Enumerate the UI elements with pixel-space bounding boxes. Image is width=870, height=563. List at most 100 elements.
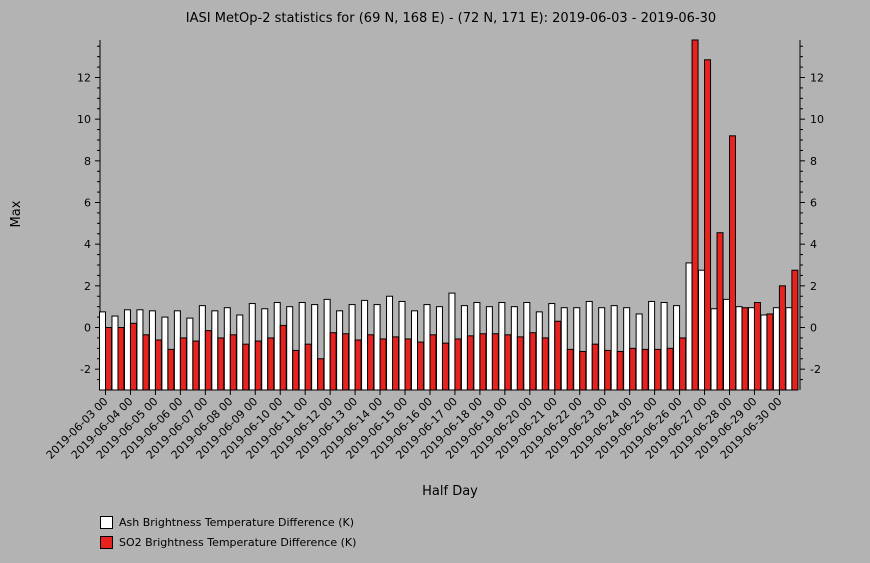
ash-bar <box>336 310 344 391</box>
y-tick-label-left: 12 <box>77 72 91 85</box>
so2-bar <box>691 39 699 391</box>
so2-bar <box>591 343 599 391</box>
ash-bar <box>698 269 706 391</box>
ash-bar <box>623 307 631 391</box>
ash-bar <box>273 302 281 391</box>
ash-bar <box>660 302 668 391</box>
ash-bar <box>236 314 244 391</box>
so2-bar <box>154 339 162 391</box>
y-tick-label-left: -2 <box>80 363 91 376</box>
ash-bar <box>548 303 556 391</box>
so2-bar <box>616 350 624 391</box>
ash-bar <box>173 310 181 391</box>
so2-bar <box>629 347 637 391</box>
so2-bar <box>716 232 724 391</box>
so2-bar <box>641 348 649 391</box>
so2-bar <box>529 332 537 391</box>
ash-bar <box>498 302 506 391</box>
so2-bar <box>354 339 362 391</box>
ash-bar <box>710 308 718 391</box>
y-tick-label-left: 8 <box>84 155 91 168</box>
y-tick-label-right: 0 <box>810 322 817 335</box>
ash-bar <box>573 307 581 391</box>
ash-bar <box>223 307 231 391</box>
so2-bar <box>129 322 137 391</box>
ash-bar <box>361 299 369 391</box>
ash-bar <box>685 262 693 391</box>
y-tick-label-left: 6 <box>84 197 91 210</box>
so2-bar <box>791 269 799 391</box>
so2-bar <box>516 336 524 391</box>
so2-bar <box>479 333 487 391</box>
ash-bar <box>585 300 593 391</box>
ash-bar <box>598 307 606 391</box>
ash-bar <box>772 307 780 391</box>
so2-bar <box>429 334 437 391</box>
ash-bar <box>448 292 456 391</box>
so2-bar <box>292 349 300 391</box>
so2-bar <box>654 348 662 391</box>
ash-bar <box>435 306 443 391</box>
ash-bar <box>211 310 219 391</box>
ash-bar <box>485 306 493 391</box>
so2-bar <box>229 334 237 391</box>
ash-bar <box>635 313 643 391</box>
so2-bar <box>317 358 325 391</box>
ash-bar <box>535 311 543 391</box>
so2-bar <box>392 336 400 391</box>
so2-bar <box>566 348 574 391</box>
so2-bar <box>304 343 312 391</box>
ash-bar <box>311 304 319 391</box>
ash-bar <box>298 302 306 391</box>
so2-bar <box>367 334 375 391</box>
ash-bar <box>560 307 568 391</box>
y-tick-label-right: 8 <box>810 155 817 168</box>
so2-bar <box>142 334 150 391</box>
ash-bar <box>373 304 381 391</box>
so2-bar <box>279 324 287 391</box>
ash-bar <box>111 315 119 391</box>
so2-bar <box>267 337 275 391</box>
y-tick-label-left: 10 <box>77 113 91 126</box>
y-tick-label-left: 2 <box>84 280 91 293</box>
so2-swatch <box>100 535 113 549</box>
so2-bar <box>192 340 200 391</box>
so2-bar <box>666 347 674 391</box>
ash-bar <box>610 305 618 391</box>
ash-bar <box>136 309 144 391</box>
x-axis-title: Half Day <box>422 484 478 499</box>
ash-bar <box>386 295 394 391</box>
ash-bar <box>198 305 206 391</box>
ash-bar <box>248 303 256 391</box>
so2-bar <box>541 337 549 391</box>
y-tick-label-right: 12 <box>810 72 824 85</box>
ash-bar <box>460 305 468 391</box>
ash-bar <box>261 308 269 391</box>
y-axis-title: Max <box>9 200 24 227</box>
ash-bar <box>735 306 743 391</box>
so2-bar <box>105 327 112 391</box>
ash-bar <box>348 304 356 391</box>
ash-bar <box>123 309 131 391</box>
ash-bar <box>286 306 294 391</box>
ash-bar <box>673 305 681 391</box>
so2-bar <box>766 313 774 391</box>
so2-bar <box>704 59 712 391</box>
y-tick-label-right: 6 <box>810 197 817 210</box>
ash-bar <box>99 311 106 391</box>
so2-bar <box>741 307 749 391</box>
y-tick-label-right: -2 <box>810 363 821 376</box>
ash-bar <box>323 298 331 391</box>
ash-bar <box>148 310 156 391</box>
ash-bar <box>161 316 169 391</box>
y-tick-label-left: 0 <box>84 322 91 335</box>
so2-bar <box>504 334 512 391</box>
ash-bar <box>423 304 431 391</box>
y-tick-label-right: 2 <box>810 280 817 293</box>
so2-bar <box>579 350 587 391</box>
ash-bar <box>473 302 481 391</box>
so2-bar <box>604 349 612 391</box>
ash-bar <box>760 314 768 391</box>
legend-item-ash: Ash Brightness Temperature Difference (K… <box>100 512 356 532</box>
ash-swatch <box>100 515 113 529</box>
